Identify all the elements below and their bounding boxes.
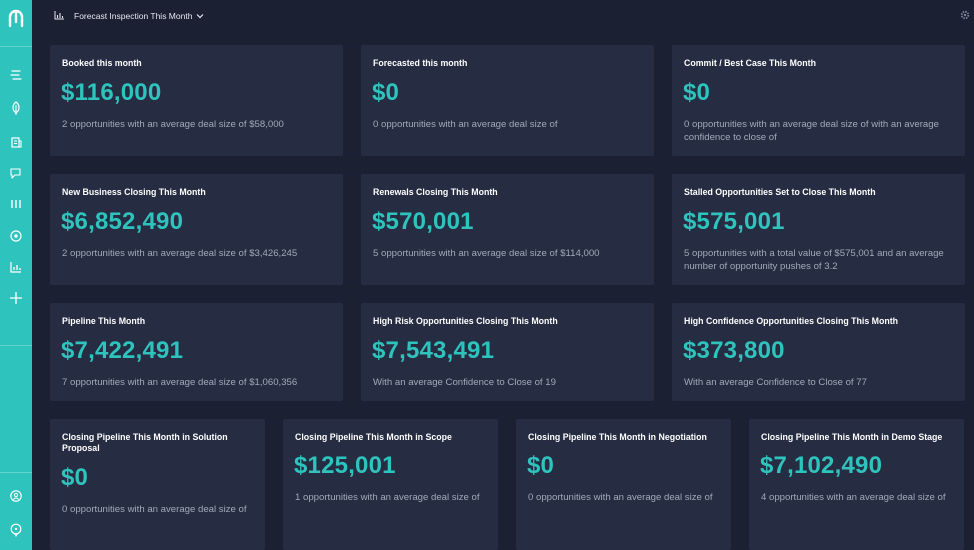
card-description: 2 opportunities with an average deal siz…: [62, 248, 298, 259]
card-title: High Risk Opportunities Closing This Mon…: [373, 316, 558, 326]
kpi-card-high-confidence[interactable]: High Confidence Opportunities Closing Th…: [672, 303, 965, 401]
gear-icon[interactable]: [960, 10, 970, 20]
card-description: 1 opportunities with an average deal siz…: [295, 492, 480, 503]
bar-chart-icon: [54, 11, 64, 20]
card-value: $0: [527, 452, 555, 479]
card-title: Closing Pipeline This Month in Solution …: [62, 432, 228, 453]
card-value: $0: [683, 79, 711, 106]
sidebar: [0, 0, 32, 550]
kpi-card-solution-proposal[interactable]: Closing Pipeline This Month in Solution …: [50, 419, 265, 550]
card-title: Forecasted this month: [373, 58, 468, 68]
card-description: 2 opportunities with an average deal siz…: [62, 119, 284, 130]
card-description: 0 opportunities with an average deal siz…: [684, 119, 939, 143]
card-description: 0 opportunities with an average deal siz…: [373, 119, 558, 130]
card-description: 5 opportunities with a total value of $5…: [684, 248, 944, 272]
target-icon[interactable]: [9, 229, 23, 243]
support-icon[interactable]: [9, 523, 23, 537]
kpi-card-high-risk[interactable]: High Risk Opportunities Closing This Mon…: [361, 303, 654, 401]
chevron-down-icon[interactable]: [196, 12, 204, 20]
card-value: $7,422,491: [61, 337, 184, 364]
card-description: 5 opportunities with an average deal siz…: [373, 248, 600, 259]
kpi-card-pipeline[interactable]: Pipeline This Month $7,422,491 7 opportu…: [50, 303, 343, 401]
feed-icon[interactable]: [9, 68, 23, 82]
card-description: 0 opportunities with an average deal siz…: [528, 492, 713, 503]
columns-icon[interactable]: [9, 197, 23, 211]
kpi-card-scope[interactable]: Closing Pipeline This Month in Scope $12…: [283, 419, 498, 550]
card-value: $575,001: [683, 208, 785, 235]
card-value: $116,000: [61, 79, 162, 106]
card-title: Closing Pipeline This Month in Negotiati…: [528, 432, 707, 442]
kpi-card-demo-stage[interactable]: Closing Pipeline This Month in Demo Stag…: [749, 419, 964, 550]
kpi-card-forecasted[interactable]: Forecasted this month $0 0 opportunities…: [361, 45, 654, 156]
sidebar-divider: [0, 46, 32, 47]
card-title: Closing Pipeline This Month in Demo Stag…: [761, 432, 943, 442]
card-title: Booked this month: [62, 58, 142, 68]
kpi-card-commit-best-case[interactable]: Commit / Best Case This Month $0 0 oppor…: [672, 45, 965, 156]
card-description: 4 opportunities with an average deal siz…: [761, 492, 946, 503]
card-title: Pipeline This Month: [62, 316, 146, 326]
user-icon[interactable]: [9, 489, 23, 503]
kpi-card-new-business[interactable]: New Business Closing This Month $6,852,4…: [50, 174, 343, 285]
card-value: $570,001: [372, 208, 474, 235]
chat-icon[interactable]: [9, 166, 23, 180]
card-value: $0: [61, 464, 89, 491]
card-value: $7,543,491: [372, 337, 495, 364]
kpi-card-booked[interactable]: Booked this month $116,000 2 opportuniti…: [50, 45, 343, 156]
card-title: High Confidence Opportunities Closing Th…: [684, 316, 899, 326]
kpi-card-renewals[interactable]: Renewals Closing This Month $570,001 5 o…: [361, 174, 654, 285]
kpi-card-negotiation[interactable]: Closing Pipeline This Month in Negotiati…: [516, 419, 731, 550]
card-title: Closing Pipeline This Month in Scope: [295, 432, 452, 442]
leaf-icon[interactable]: [9, 101, 23, 115]
card-title: Commit / Best Case This Month: [684, 58, 816, 68]
card-description: 0 opportunities with an average deal siz…: [62, 504, 247, 515]
dashboard-title[interactable]: Forecast Inspection This Month: [74, 11, 193, 21]
chart-icon[interactable]: [9, 260, 23, 274]
card-value: $0: [372, 79, 400, 106]
card-value: $125,001: [294, 452, 396, 479]
card-description: With an average Confidence to Close of 7…: [684, 377, 867, 388]
top-bar: Forecast Inspection This Month: [32, 0, 974, 34]
card-description: With an average Confidence to Close of 1…: [373, 377, 556, 388]
sidebar-divider: [0, 472, 32, 473]
logo-icon[interactable]: [7, 8, 25, 30]
card-value: $6,852,490: [61, 208, 184, 235]
card-description: 7 opportunities with an average deal siz…: [62, 377, 298, 388]
plus-icon[interactable]: [9, 291, 23, 305]
card-title: Renewals Closing This Month: [373, 187, 498, 197]
sidebar-divider: [0, 345, 32, 346]
card-value: $7,102,490: [760, 452, 883, 479]
building-icon[interactable]: [9, 135, 23, 149]
card-value: $373,800: [683, 337, 785, 364]
kpi-card-stalled[interactable]: Stalled Opportunities Set to Close This …: [672, 174, 965, 285]
card-title: Stalled Opportunities Set to Close This …: [684, 187, 876, 197]
card-title: New Business Closing This Month: [62, 187, 206, 197]
